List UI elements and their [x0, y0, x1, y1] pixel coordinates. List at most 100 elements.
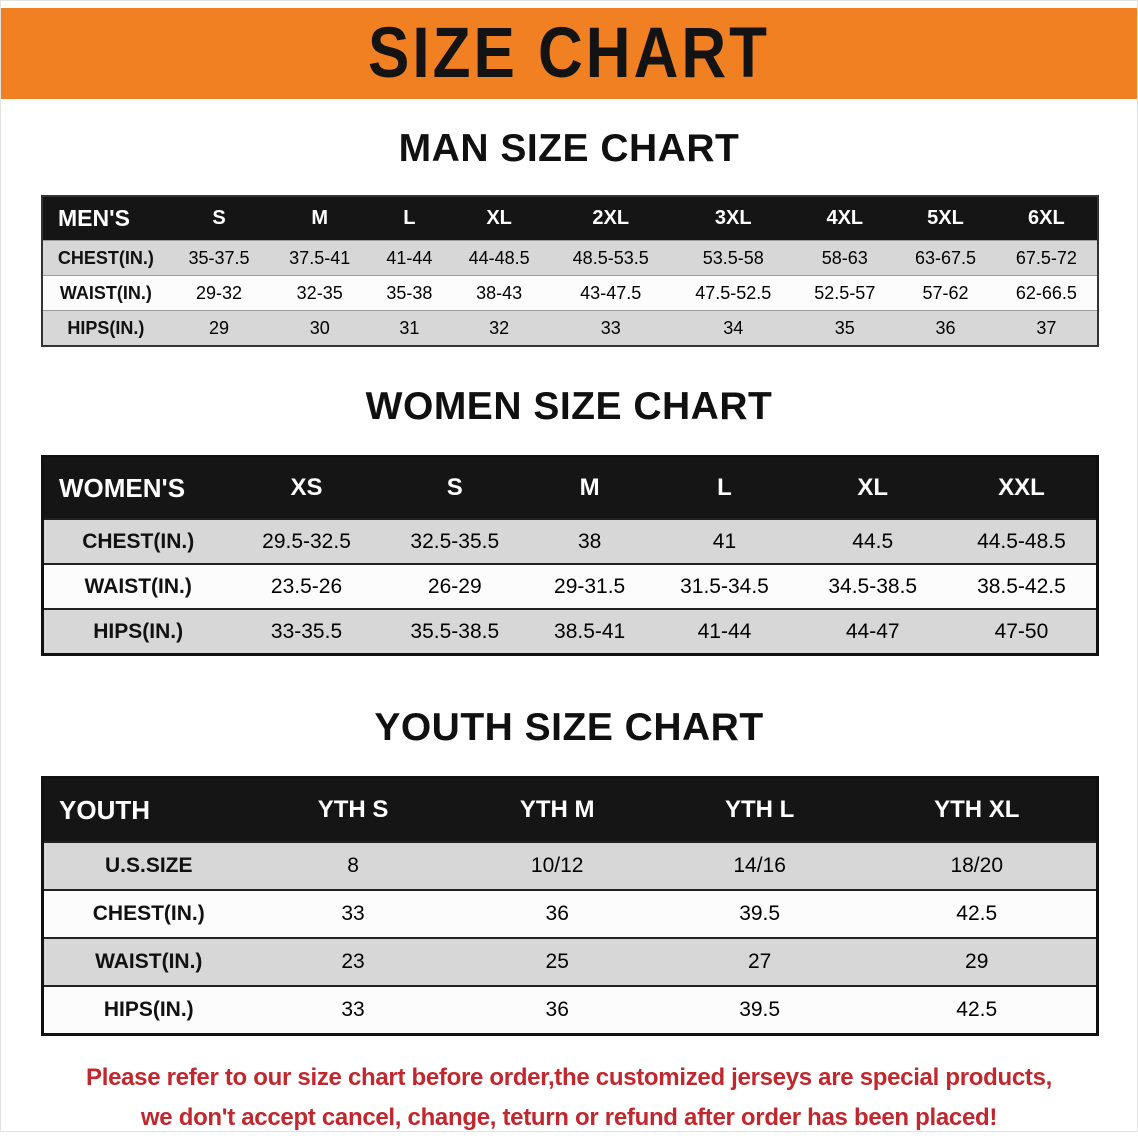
value-cell: 33	[253, 985, 453, 1035]
women-size-table: WOMEN'S XS S M L XL XXL CHEST(IN.) 29.5-32.5 32.5…	[41, 455, 1099, 656]
value-cell: 32.5-35.5	[380, 518, 529, 564]
value-cell: 52.5-57	[794, 275, 896, 311]
value-cell: 29-32	[168, 275, 270, 311]
value-cell: 36	[452, 889, 662, 938]
value-cell: 29.5-32.5	[232, 518, 381, 564]
value-cell: 18/20	[857, 841, 1098, 890]
size-header-cell: 6XL	[995, 196, 1098, 241]
value-cell: 8	[253, 841, 453, 890]
section-men: MAN SIZE CHART MEN'S S M L XL 2XL 3XL 4XL 5XL 6XL…	[1, 127, 1137, 347]
size-header-cell: 2XL	[549, 196, 672, 241]
value-cell: 29	[168, 310, 270, 346]
size-header-cell: S	[380, 456, 529, 519]
measurement-row: CHEST(IN.) 29.5-32.5 32.5-35.5 38 41 44.5 44.5…	[42, 518, 1098, 564]
value-cell: 27	[661, 937, 858, 986]
size-header-cell: S	[168, 196, 270, 241]
measurement-row: HIPS(IN.) 33 36 39.5 42.5	[42, 985, 1098, 1035]
measurement-row: U.S.SIZE 8 10/12 14/16 18/20	[42, 841, 1098, 890]
row-label: CHEST(IN.)	[42, 518, 233, 564]
disclaimer-line-1: Please refer to our size chart before or…	[86, 1064, 1052, 1091]
size-header-cell: XL	[448, 196, 550, 241]
value-cell: 33	[549, 310, 672, 346]
value-cell: 35	[794, 310, 896, 346]
row-label: WAIST(IN.)	[42, 937, 254, 986]
value-cell: 53.5-58	[671, 240, 795, 276]
value-cell: 36	[895, 310, 996, 346]
value-cell: 23.5-26	[232, 563, 381, 609]
disclaimer-line-2: we don't accept cancel, change, teturn o…	[140, 1104, 998, 1131]
value-cell: 31	[370, 310, 449, 346]
table-header-row: MEN'S S M L XL 2XL 3XL 4XL 5XL 6XL	[42, 196, 1098, 241]
measurement-row: CHEST(IN.) 33 36 39.5 42.5	[42, 889, 1098, 938]
measurement-row: WAIST(IN.) 23 25 27 29	[42, 937, 1098, 986]
value-cell: 36	[452, 985, 662, 1035]
row-label: HIPS(IN.)	[42, 985, 254, 1035]
value-cell: 31.5-34.5	[650, 563, 799, 609]
value-cell: 37	[995, 310, 1098, 346]
men-size-table: MEN'S S M L XL 2XL 3XL 4XL 5XL 6XL CHEST(IN.) 35-37…	[41, 195, 1099, 347]
value-cell: 10/12	[452, 841, 662, 890]
value-cell: 37.5-41	[269, 240, 371, 276]
value-cell: 14/16	[661, 841, 858, 890]
value-cell: 63-67.5	[895, 240, 996, 276]
value-cell: 38.5-41	[528, 608, 651, 655]
row-label: CHEST(IN.)	[42, 240, 169, 276]
value-cell: 38-43	[448, 275, 550, 311]
size-header-cell: 5XL	[895, 196, 996, 241]
table-title-cell: MEN'S	[42, 196, 169, 241]
value-cell: 44.5-48.5	[946, 518, 1098, 564]
row-label: HIPS(IN.)	[42, 608, 233, 655]
size-header-cell: XS	[232, 456, 381, 519]
value-cell: 41-44	[370, 240, 449, 276]
measurement-row: CHEST(IN.) 35-37.5 37.5-41 41-44 44-48.5 48.5…	[42, 240, 1098, 276]
size-header-cell: L	[650, 456, 799, 519]
value-cell: 33-35.5	[232, 608, 381, 655]
value-cell: 41-44	[650, 608, 799, 655]
value-cell: 35-37.5	[168, 240, 270, 276]
disclaimer: Please refer to our size chart before or…	[1, 1058, 1137, 1138]
value-cell: 44-47	[798, 608, 947, 655]
size-header-cell: M	[528, 456, 651, 519]
size-header-cell: YTH L	[661, 777, 858, 842]
value-cell: 42.5	[857, 985, 1098, 1035]
value-cell: 33	[253, 889, 453, 938]
value-cell: 41	[650, 518, 799, 564]
value-cell: 62-66.5	[995, 275, 1098, 311]
size-header-cell: YTH XL	[857, 777, 1098, 842]
value-cell: 47-50	[946, 608, 1098, 655]
table-title-cell: YOUTH	[42, 777, 254, 842]
measurement-row: WAIST(IN.) 29-32 32-35 35-38 38-43 43-47.5 47.…	[42, 275, 1098, 311]
women-section-heading: WOMEN SIZE CHART	[365, 385, 773, 428]
row-label: WAIST(IN.)	[42, 563, 233, 609]
measurement-row: HIPS(IN.) 29 30 31 32 33 34 35 36 37	[42, 310, 1098, 346]
value-cell: 23	[253, 937, 453, 986]
value-cell: 26-29	[380, 563, 529, 609]
value-cell: 47.5-52.5	[671, 275, 795, 311]
size-header-cell: YTH S	[253, 777, 453, 842]
size-header-cell: XL	[798, 456, 947, 519]
value-cell: 25	[452, 937, 662, 986]
section-youth: YOUTH SIZE CHART YOUTH YTH S YTH M YTH L YTH…	[1, 706, 1137, 1036]
size-header-cell: 4XL	[794, 196, 896, 241]
row-label: WAIST(IN.)	[42, 275, 169, 311]
value-cell: 42.5	[857, 889, 1098, 938]
section-women: WOMEN SIZE CHART WOMEN'S XS S M L XL XXL CHEST(…	[1, 385, 1137, 656]
table-header-row: WOMEN'S XS S M L XL XXL	[42, 456, 1098, 519]
measurement-row: WAIST(IN.) 23.5-26 26-29 29-31.5 31.5-34.5 34…	[42, 563, 1098, 609]
measurement-row: HIPS(IN.) 33-35.5 35.5-38.5 38.5-41 41-44 44-…	[42, 608, 1098, 655]
value-cell: 34	[671, 310, 795, 346]
value-cell: 44-48.5	[448, 240, 550, 276]
value-cell: 57-62	[895, 275, 996, 311]
youth-section-heading: YOUTH SIZE CHART	[374, 706, 764, 749]
value-cell: 29	[857, 937, 1098, 986]
value-cell: 29-31.5	[528, 563, 651, 609]
value-cell: 38.5-42.5	[946, 563, 1098, 609]
page-title: SIZE CHART	[368, 13, 770, 94]
table-header-row: YOUTH YTH S YTH M YTH L YTH XL	[42, 777, 1098, 842]
row-label: CHEST(IN.)	[42, 889, 254, 938]
value-cell: 35-38	[370, 275, 449, 311]
value-cell: 32	[448, 310, 550, 346]
size-header-cell: M	[269, 196, 371, 241]
value-cell: 44.5	[798, 518, 947, 564]
size-header-cell: XXL	[946, 456, 1098, 519]
